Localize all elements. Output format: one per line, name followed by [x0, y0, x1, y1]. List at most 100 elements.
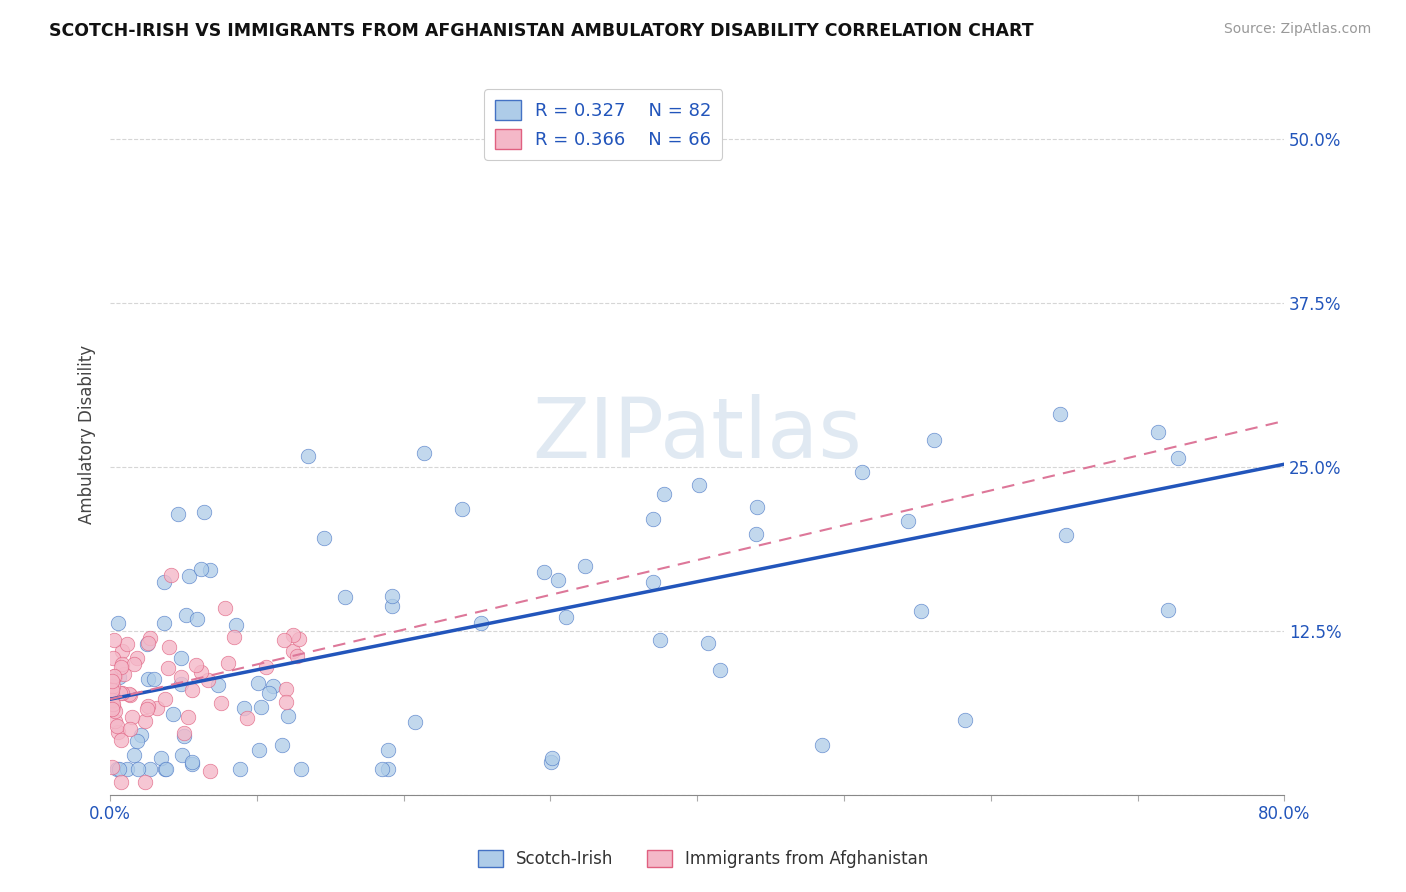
Point — [108, 762, 131, 776]
Point — [100, 702, 122, 716]
Point — [104, 704, 127, 718]
Point — [851, 465, 873, 479]
Point — [180, 756, 202, 770]
Point — [747, 500, 769, 514]
Point — [1054, 528, 1077, 542]
Point — [190, 562, 212, 576]
Point — [139, 762, 162, 776]
Point — [159, 640, 181, 654]
Point — [285, 648, 308, 663]
Point — [236, 711, 259, 725]
Point — [179, 569, 201, 583]
Point — [110, 775, 132, 789]
Point — [184, 657, 207, 672]
Point — [232, 701, 254, 715]
Point — [136, 636, 159, 650]
Point — [709, 663, 731, 677]
Point — [811, 738, 834, 752]
Point — [160, 567, 183, 582]
Point — [118, 687, 141, 701]
Point — [150, 750, 173, 764]
Text: Source: ZipAtlas.com: Source: ZipAtlas.com — [1223, 22, 1371, 37]
Point — [377, 762, 399, 776]
Point — [173, 726, 195, 740]
Point — [451, 501, 474, 516]
Point — [100, 687, 122, 701]
Point — [129, 728, 152, 742]
Point — [181, 682, 204, 697]
Point — [111, 686, 134, 700]
Point — [101, 682, 124, 697]
Point — [173, 729, 195, 743]
Point — [110, 660, 132, 674]
Point — [127, 651, 149, 665]
Point — [1049, 407, 1071, 421]
Point — [271, 738, 294, 752]
Point — [297, 450, 319, 464]
Point — [281, 627, 304, 641]
Point — [922, 434, 945, 448]
Point — [104, 714, 127, 728]
Point — [207, 678, 229, 692]
Point — [155, 692, 177, 706]
Text: SCOTCH-IRISH VS IMMIGRANTS FROM AFGHANISTAN AMBULATORY DISABILITY CORRELATION CH: SCOTCH-IRISH VS IMMIGRANTS FROM AFGHANIS… — [49, 22, 1033, 40]
Point — [115, 637, 138, 651]
Point — [1166, 450, 1188, 465]
Point — [170, 651, 193, 665]
Point — [648, 632, 671, 647]
Point — [120, 722, 142, 736]
Point — [180, 757, 202, 772]
Legend: Scotch-Irish, Immigrants from Afghanistan: Scotch-Irish, Immigrants from Afghanista… — [471, 843, 935, 875]
Point — [108, 670, 131, 684]
Point — [953, 714, 976, 728]
Point — [257, 686, 280, 700]
Point — [177, 710, 200, 724]
Point — [157, 661, 180, 675]
Point — [136, 672, 159, 686]
Point — [111, 657, 134, 671]
Point — [217, 656, 239, 670]
Point — [404, 714, 426, 729]
Point — [136, 702, 159, 716]
Point — [641, 574, 664, 589]
Point — [162, 707, 184, 722]
Point — [273, 633, 295, 648]
Point — [276, 681, 298, 696]
Point — [136, 699, 159, 714]
Point — [254, 660, 277, 674]
Point — [153, 762, 176, 776]
Y-axis label: Ambulatory Disability: Ambulatory Disability — [79, 344, 96, 524]
Point — [103, 697, 125, 711]
Point — [333, 590, 356, 604]
Point — [176, 608, 198, 623]
Point — [152, 574, 174, 589]
Point — [125, 734, 148, 748]
Point — [122, 657, 145, 671]
Text: ZIPatlas: ZIPatlas — [533, 393, 862, 475]
Point — [290, 762, 312, 776]
Point — [101, 700, 124, 714]
Point — [198, 563, 221, 577]
Point — [100, 692, 122, 706]
Point — [115, 762, 138, 776]
Point — [135, 637, 157, 651]
Point — [100, 693, 122, 707]
Point — [103, 669, 125, 683]
Point — [413, 446, 436, 460]
Point — [103, 651, 125, 665]
Point — [172, 747, 194, 762]
Point — [211, 697, 233, 711]
Point — [107, 615, 129, 630]
Point — [381, 589, 404, 603]
Point — [197, 673, 219, 687]
Point — [198, 764, 221, 778]
Point — [229, 762, 252, 776]
Point — [225, 618, 247, 632]
Point — [641, 511, 664, 525]
Point — [110, 733, 132, 747]
Point — [127, 762, 149, 776]
Point — [288, 632, 311, 646]
Point — [224, 630, 246, 644]
Point — [277, 709, 299, 723]
Point — [281, 644, 304, 658]
